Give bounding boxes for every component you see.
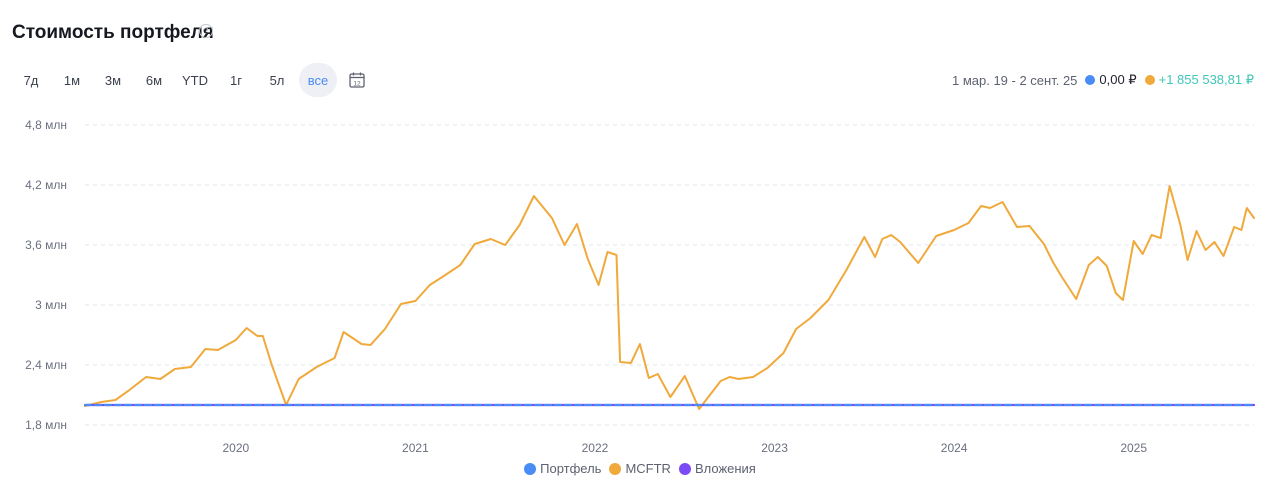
period-7d[interactable]: 7д	[23, 72, 39, 88]
legend-item-investments[interactable]: Вложения	[678, 461, 756, 476]
period-selector: 7д 1м 3м 6м YTD 1г 5л все 12	[12, 62, 374, 98]
mcftr-value: +1 855 538,81 ₽	[1158, 72, 1254, 87]
y-tick-label: 4,2 млн	[25, 178, 67, 192]
portfolio-chart[interactable]: 1,8 млн 2,4 млн 3 млн 3,6 млн 4,2 млн 4,8 млн…	[0, 105, 1280, 460]
period-3m[interactable]: 3м	[104, 72, 122, 88]
period-5y[interactable]: 5л	[269, 72, 285, 88]
legend-portfolio-label: Портфель	[540, 461, 602, 476]
legend-item-mcftr[interactable]: MCFTR	[609, 461, 671, 476]
mcftr-dot-icon	[1144, 75, 1155, 85]
x-tick-label: 2020	[222, 441, 249, 455]
portfolio-dot-icon	[1085, 75, 1096, 85]
calendar-day-label: 12	[353, 80, 361, 87]
help-icon[interactable]: ?	[199, 24, 213, 38]
period-ytd[interactable]: YTD	[182, 72, 208, 88]
legend-investments-dot-icon	[678, 462, 691, 475]
legend-investments-label: Вложения	[694, 461, 756, 476]
y-tick-label: 3,6 млн	[25, 238, 67, 252]
legend-mcftr-dot-icon	[609, 462, 622, 475]
period-6m[interactable]: 6м	[145, 72, 163, 88]
legend-item-portfolio[interactable]: Портфель	[524, 461, 601, 476]
summary-bar: 1 мар. 19 - 2 сент. 25 0,00 ₽ +1 855 538…	[952, 72, 1254, 88]
period-1m[interactable]: 1м	[63, 72, 81, 88]
x-tick-label: 2021	[402, 441, 429, 455]
x-tick-label: 2023	[761, 441, 788, 455]
period-1y[interactable]: 1г	[230, 72, 242, 88]
page-title: Стоимость портфеля	[12, 22, 214, 43]
period-all[interactable]: все	[299, 63, 337, 97]
y-tick-label: 4,8 млн	[25, 118, 67, 132]
y-tick-label: 1,8 млн	[25, 418, 67, 432]
y-tick-label: 2,4 млн	[25, 358, 67, 372]
chart-legend: Портфель MCFTR Вложения	[0, 461, 1280, 476]
x-tick-label: 2024	[941, 441, 968, 455]
series-line-mcftr	[84, 185, 1255, 410]
legend-portfolio-dot-icon	[524, 462, 537, 475]
x-tick-label: 2022	[582, 441, 609, 455]
date-range: 1 мар. 19 - 2 сент. 25	[951, 72, 1078, 88]
x-tick-label: 2025	[1120, 441, 1147, 455]
portfolio-value: 0,00 ₽	[1099, 72, 1137, 87]
legend-mcftr-label: MCFTR	[625, 461, 671, 476]
y-tick-label: 3 млн	[35, 298, 67, 312]
calendar-icon[interactable]: 12	[340, 63, 374, 97]
